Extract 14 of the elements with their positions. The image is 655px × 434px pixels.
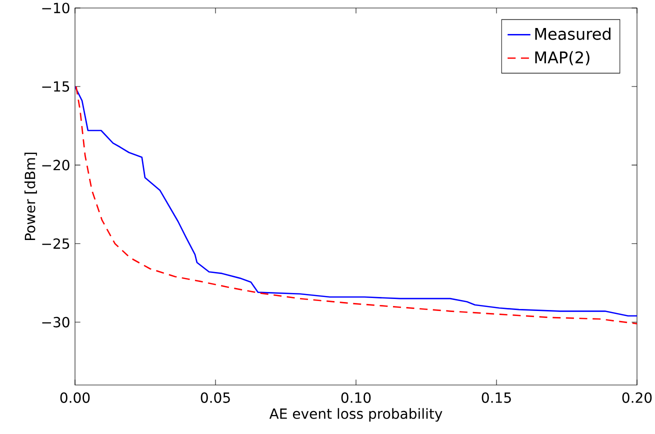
y-tick-label: −25 bbox=[42, 238, 70, 249]
x-tick-label: 0.15 bbox=[482, 392, 511, 403]
legend-label: Measured bbox=[535, 28, 610, 40]
y-tick-label: −30 bbox=[42, 316, 70, 328]
legend-label: MAP(2) bbox=[535, 51, 590, 66]
x-tick-label: 0.05 bbox=[200, 392, 230, 403]
x-tick-label: 0.00 bbox=[60, 392, 90, 403]
y-axis-title: Power [dBm] bbox=[24, 152, 37, 240]
y-tick-label: −20 bbox=[42, 160, 70, 170]
x-tick-label: 0.20 bbox=[622, 392, 652, 403]
y-tick-label: −10 bbox=[42, 2, 70, 14]
x-tick-label: 0.10 bbox=[341, 392, 371, 403]
y-tick-label: −15 bbox=[42, 81, 70, 92]
x-axis-title: AE event loss probability bbox=[269, 408, 442, 422]
